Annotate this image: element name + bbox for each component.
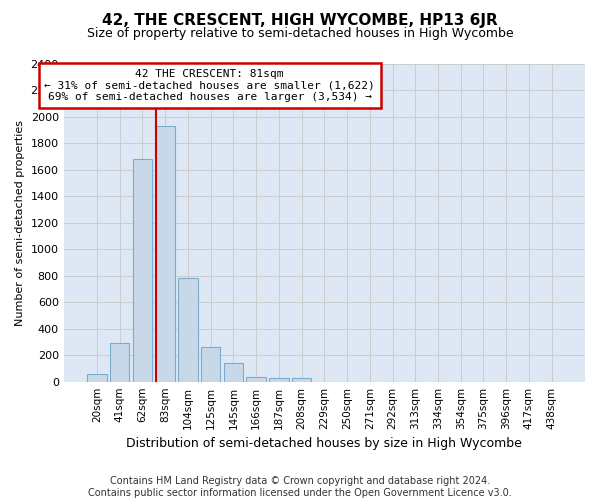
Bar (88, 374, 107, 382)
Bar (178, 278, 197, 382)
Bar (133, 160, 152, 382)
Y-axis label: Number of semi-detached properties: Number of semi-detached properties (15, 120, 25, 326)
Text: 42, THE CRESCENT, HIGH WYCOMBE, HP13 6JR: 42, THE CRESCENT, HIGH WYCOMBE, HP13 6JR (102, 12, 498, 28)
Bar (201, 346, 220, 382)
Bar (155, 126, 175, 382)
Bar (110, 344, 130, 382)
Text: Size of property relative to semi-detached houses in High Wycombe: Size of property relative to semi-detach… (86, 28, 514, 40)
Bar (269, 378, 289, 382)
Bar (224, 363, 243, 382)
Bar (247, 377, 266, 382)
Text: Contains HM Land Registry data © Crown copyright and database right 2024.
Contai: Contains HM Land Registry data © Crown c… (88, 476, 512, 498)
Text: 42 THE CRESCENT: 81sqm
← 31% of semi-detached houses are smaller (1,622)
69% of : 42 THE CRESCENT: 81sqm ← 31% of semi-det… (44, 69, 375, 102)
X-axis label: Distribution of semi-detached houses by size in High Wycombe: Distribution of semi-detached houses by … (127, 437, 522, 450)
Bar (292, 378, 311, 382)
